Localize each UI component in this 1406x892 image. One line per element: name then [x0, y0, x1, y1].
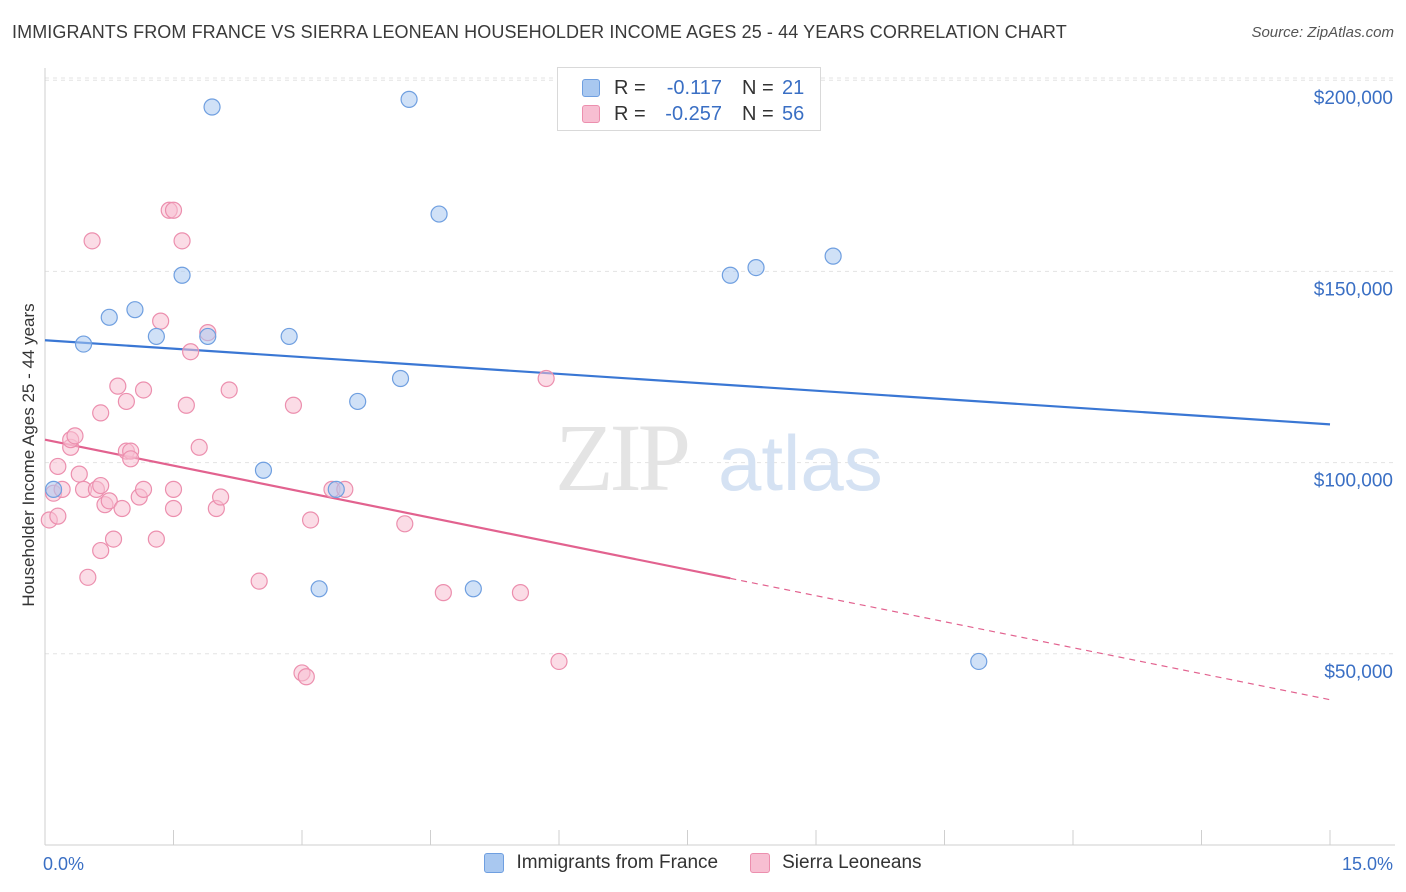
sierra-leone-point — [177, 396, 195, 414]
sierra-leone-point — [70, 465, 88, 483]
y-tick-label: $50,000 — [1324, 662, 1393, 683]
sierra-leone-point — [164, 499, 183, 518]
trend-line-0 — [44, 339, 1331, 426]
sierra-leone-point — [147, 530, 165, 548]
france-point — [310, 580, 328, 598]
watermark-atlas: atlas — [718, 419, 883, 507]
trend-line-dashed-1 — [730, 577, 1331, 701]
chart-title: IMMIGRANTS FROM FRANCE VS SIERRA LEONEAN… — [12, 22, 1067, 42]
sierra-leone-point — [66, 427, 84, 445]
legend-item-france[interactable]: Immigrants from France — [484, 852, 718, 874]
sierra-leone-point — [164, 201, 183, 219]
france-point — [44, 480, 63, 498]
sierra-leone-point — [109, 377, 127, 395]
france-point — [203, 98, 221, 116]
sierra-leone-point — [152, 312, 170, 330]
france-point — [254, 461, 273, 479]
trend-line-1 — [44, 438, 731, 580]
sierra-leone-point — [164, 480, 183, 498]
sierra-leone-point — [396, 515, 414, 533]
france-point — [464, 580, 482, 598]
legend-item-sierra-leone[interactable]: Sierra Leoneans — [750, 852, 922, 874]
france-point — [280, 327, 298, 346]
sierra-leone-point — [117, 392, 135, 411]
sierra-leone-point — [173, 232, 191, 250]
france-point — [199, 327, 217, 346]
sierra-leone-point — [250, 572, 268, 590]
france-point — [824, 247, 842, 265]
legend-label-france: Immigrants from France — [516, 852, 719, 873]
x-tick-label-min: 0.0% — [43, 854, 84, 874]
france-point — [74, 335, 93, 353]
france-point — [349, 392, 367, 411]
y-axis-label: Householder Income Ages 25 - 44 years — [19, 303, 38, 606]
legend-label-sierra-leone: Sierra Leoneans — [782, 852, 922, 873]
sierra-leone-point — [301, 511, 320, 529]
france-point — [173, 266, 191, 284]
r-value: -0.117 — [666, 76, 722, 99]
sierra-leone-point — [434, 584, 452, 602]
france-point — [126, 301, 144, 319]
r-label: R = — [614, 102, 646, 125]
y-tick-label: $100,000 — [1314, 471, 1393, 492]
n-value: 21 — [782, 76, 805, 99]
sierra-leone-point — [182, 343, 200, 361]
n-value: 56 — [782, 102, 805, 125]
correlation-legend: R = -0.117 N = 21 R = -0.257 N = 56 — [557, 67, 821, 131]
legend-swatch-blue — [484, 853, 505, 873]
sierra-leone-point — [92, 476, 110, 495]
sierra-leone-point — [297, 668, 315, 686]
sierra-leone-point — [122, 450, 140, 468]
series-legend: Immigrants from France Sierra Leoneans — [0, 852, 1406, 874]
source-label: Source: ZipAtlas.com — [1251, 24, 1394, 41]
sierra-leone-point — [511, 584, 530, 602]
legend-row-sierra-leone: R = -0.257 N = 56 — [582, 102, 812, 126]
sierra-leone-point — [100, 492, 118, 510]
legend-swatch-pink — [582, 105, 600, 123]
france-point — [100, 308, 118, 326]
n-label: N = — [742, 102, 774, 125]
sierra-leone-point — [134, 381, 153, 399]
france-point — [327, 480, 345, 498]
legend-swatch-blue — [582, 79, 600, 97]
n-label: N = — [742, 76, 774, 99]
france-point — [400, 90, 418, 108]
sierra-leone-point — [284, 396, 303, 414]
france-point — [391, 369, 410, 388]
y-tick-label: $150,000 — [1314, 279, 1393, 300]
sierra-leone-point — [49, 457, 67, 476]
france-point — [970, 652, 988, 671]
france-point — [430, 205, 448, 223]
sierra-leone-point — [83, 232, 101, 250]
y-tick-label: $200,000 — [1314, 88, 1393, 109]
sierra-leone-point — [220, 381, 238, 399]
sierra-leone-point — [113, 499, 131, 518]
sierra-leone-point — [190, 438, 208, 456]
sierra-leone-point — [79, 568, 97, 586]
france-point — [721, 266, 739, 284]
sierra-leone-point — [550, 652, 568, 671]
sierra-leone-point — [92, 404, 110, 422]
sierra-leone-point — [212, 488, 230, 506]
x-tick-label-max: 15.0% — [1342, 854, 1393, 874]
sierra-leone-point — [92, 541, 110, 560]
r-label: R = — [614, 76, 646, 99]
legend-swatch-pink — [750, 853, 771, 873]
france-point — [747, 259, 765, 277]
sierra-leone-point — [104, 530, 123, 548]
legend-row-france: R = -0.117 N = 21 — [582, 76, 812, 100]
sierra-leone-point — [537, 369, 555, 388]
watermark-zip: ZIP — [555, 404, 688, 511]
sierra-leone-point — [134, 480, 153, 498]
france-point — [147, 327, 165, 346]
r-value: -0.257 — [665, 102, 722, 125]
sierra-leone-point — [49, 507, 67, 525]
